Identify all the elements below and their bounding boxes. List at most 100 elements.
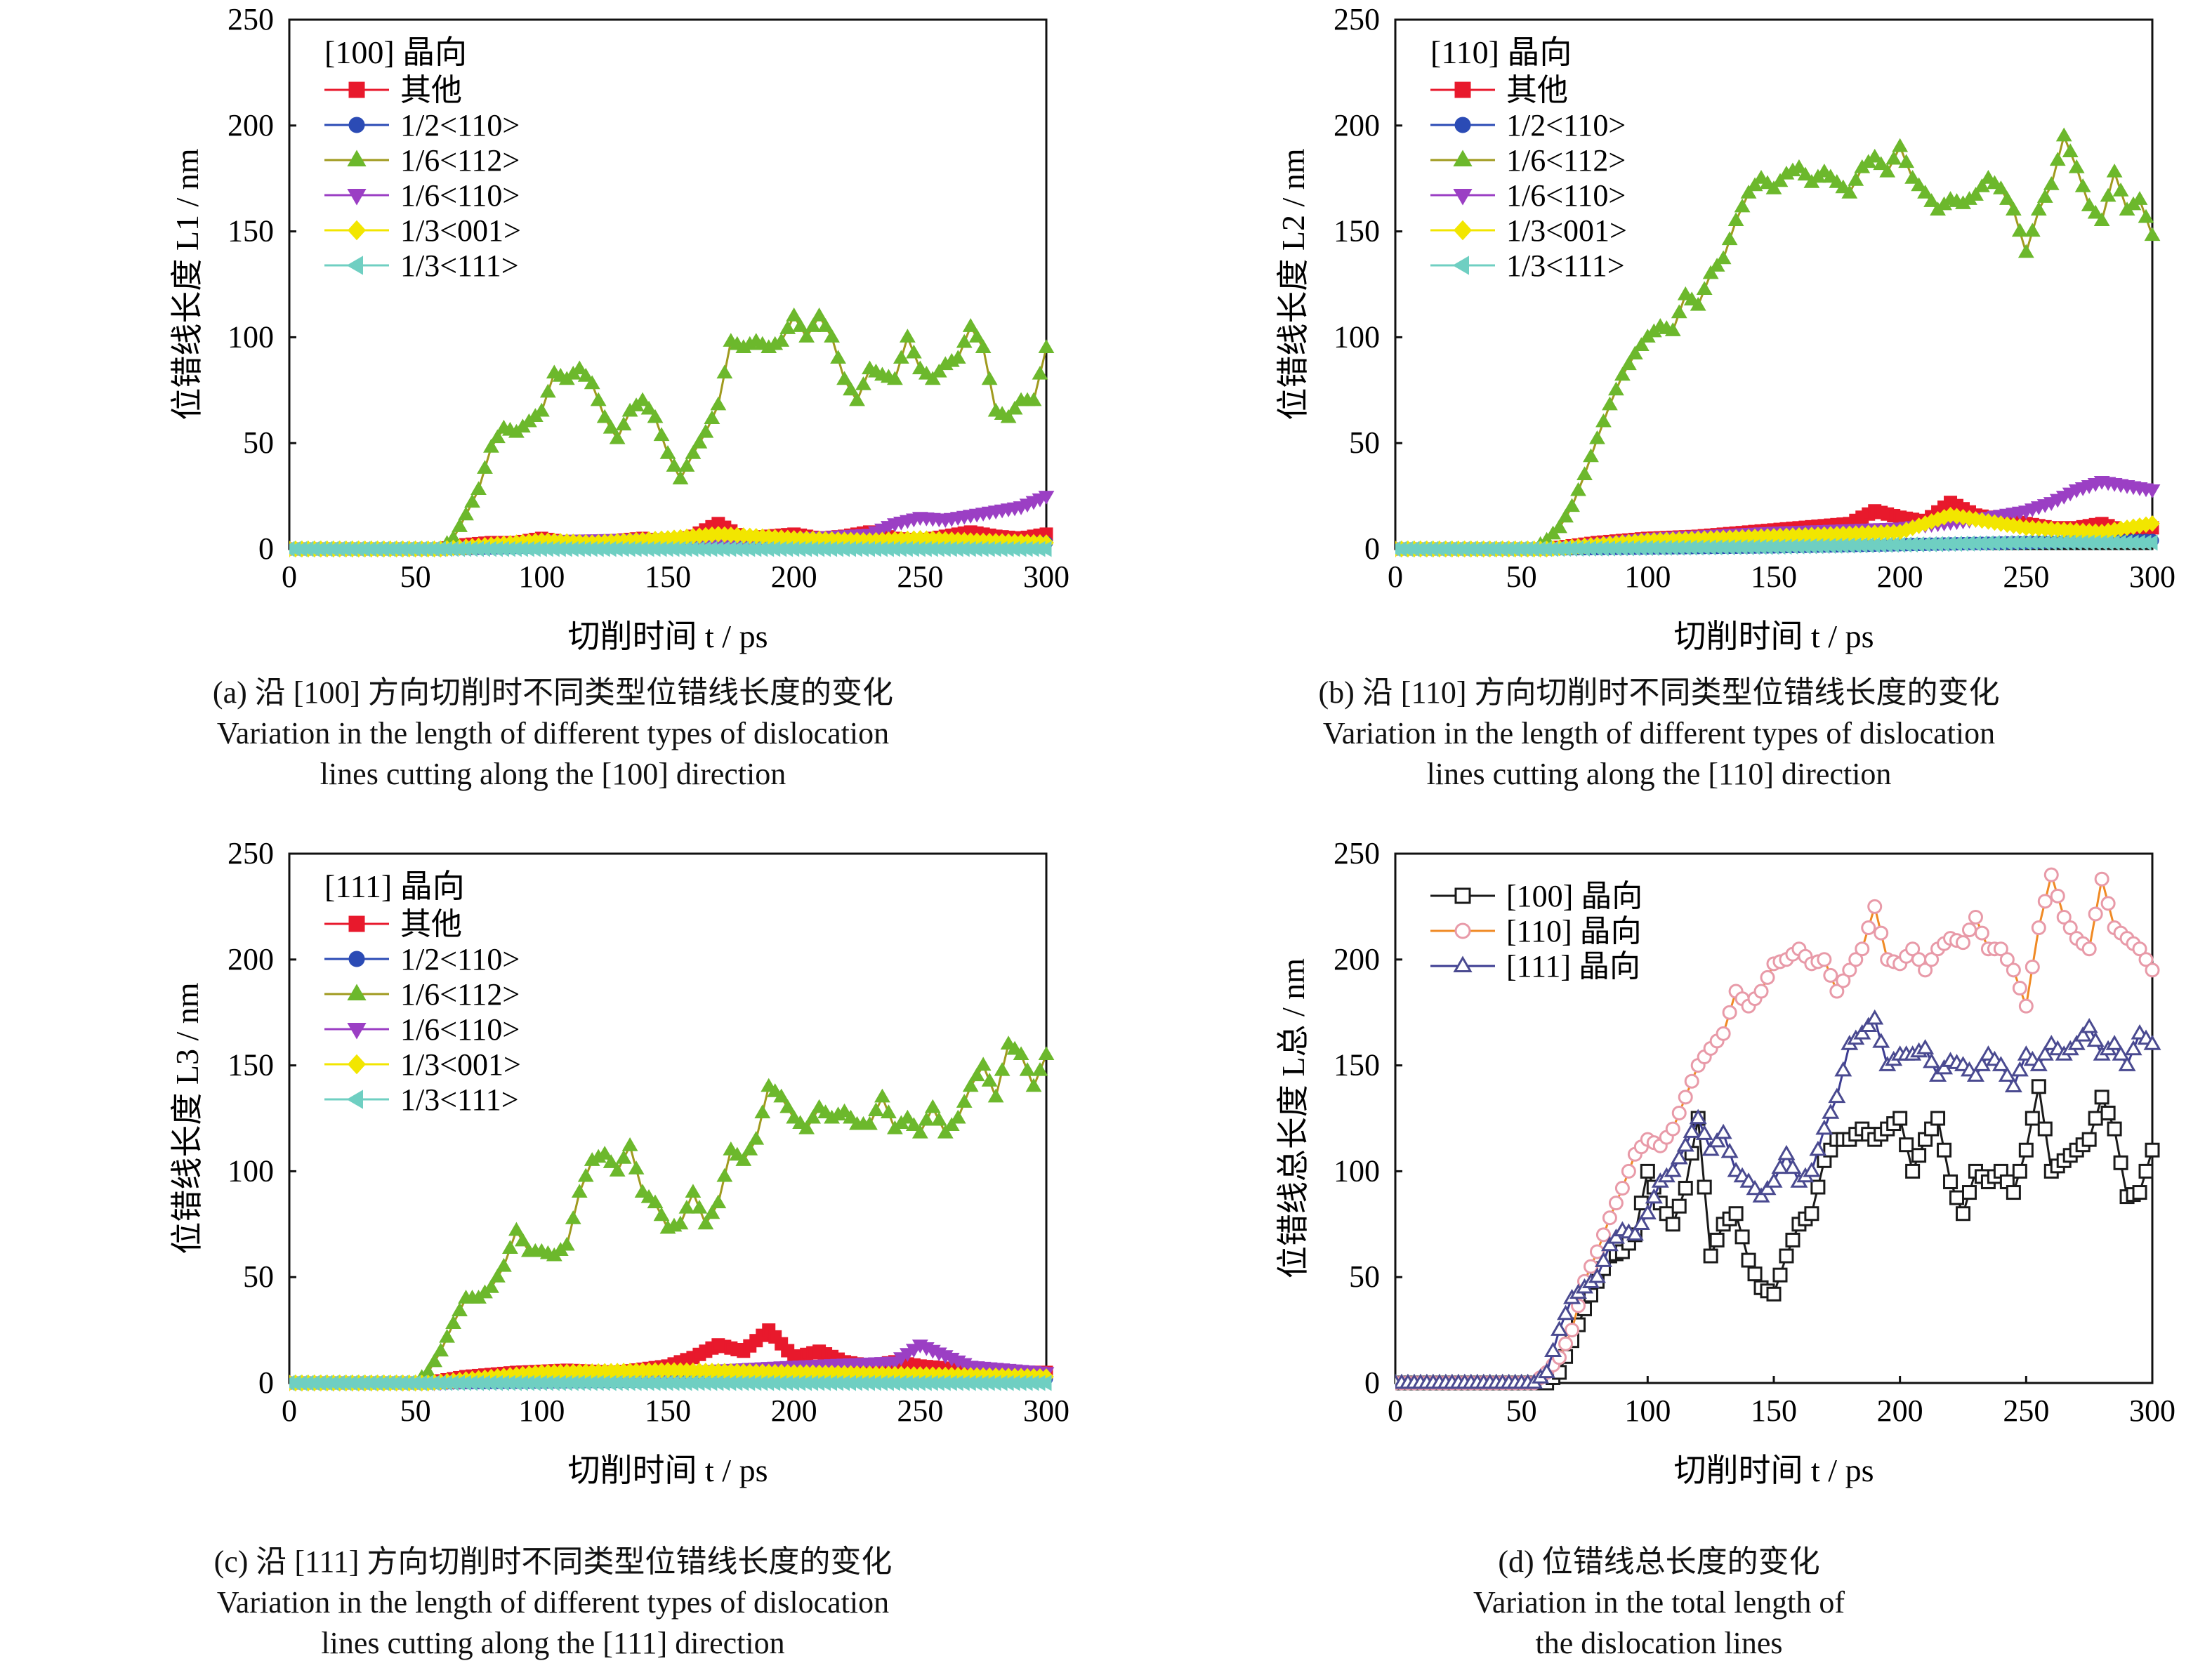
chart-d-point-total111 xyxy=(1689,1108,1707,1125)
chart-b-point-b16_112 xyxy=(1690,296,1706,311)
chart-b-ytick-label: 150 xyxy=(1334,214,1380,249)
chart-c-ytick-label: 200 xyxy=(228,942,274,977)
chart-a-legend-entry-b16_110: 1/6<110> xyxy=(400,178,520,213)
chart-d-point-total110 xyxy=(2056,909,2072,925)
chart-d-point-total111 xyxy=(2118,1056,2136,1071)
chart-d-point-total111 xyxy=(1935,1059,1954,1075)
panel-d: 0 50 100 150 200 250 300 0 50 100 150 200 250 切削时间 t … xyxy=(1106,834,2212,1668)
chart-b-point-b16_112 xyxy=(1570,482,1586,496)
chart-d-xtick-label: 150 xyxy=(1751,1394,1797,1428)
chart-d-point-total111 xyxy=(1752,1187,1770,1203)
chart-a-point-b16_112 xyxy=(956,333,973,348)
chart-d-point-total111 xyxy=(1538,1363,1556,1379)
chart-a-point-b16_112 xyxy=(975,339,992,353)
chart-d-point-total100 xyxy=(1728,1206,1744,1222)
chart-a-point-b16_112 xyxy=(798,329,815,343)
chart-d-point-total100 xyxy=(2113,1155,2128,1170)
chart-c-xlabel: 切削时间 t / ps xyxy=(568,1452,768,1488)
chart-c-point-b16_112 xyxy=(956,1094,973,1108)
chart-c-point-b16_112 xyxy=(603,1154,619,1168)
chart-c-legend: [111] 晶向其他1/2<110>1/6<112>1/6<110>1/3<00… xyxy=(324,868,521,1117)
chart-d-point-total100 xyxy=(2031,1079,2046,1094)
chart-d-point-total110 xyxy=(1874,925,1889,941)
chart-b-legend-marker-other xyxy=(1454,81,1471,98)
chart-a-legend-marker-b12_110 xyxy=(348,117,365,133)
chart-d-point-total111 xyxy=(1607,1229,1625,1244)
chart-c-xtick-label: 200 xyxy=(771,1394,817,1428)
chart-d-point-total110 xyxy=(1956,935,1970,951)
chart-a-legend-title: [100] 晶向 xyxy=(324,34,467,70)
chart-d-point-total110 xyxy=(2043,867,2059,882)
chart-d-point-total111 xyxy=(1765,1172,1783,1188)
chart-c-point-b16_112 xyxy=(502,1240,518,1254)
chart-a-ytick-label: 0 xyxy=(258,531,274,566)
chart-b-point-b16_112 xyxy=(1848,172,1864,186)
chart-d-point-total100 xyxy=(1703,1248,1718,1264)
chart-a-point-b16_112 xyxy=(830,350,846,364)
chart-c-point-b16_112 xyxy=(565,1210,581,1224)
chart-d-point-total111 xyxy=(2067,1035,2086,1050)
chart-d-svg: 0 50 100 150 200 250 300 0 50 100 150 200 250 切削时间 t … xyxy=(1275,836,2175,1488)
chart-a-ytick-label: 150 xyxy=(228,214,274,249)
chart-d-legend-marker-total110 xyxy=(1454,922,1471,939)
chart-d-legend-entry-total100: [100] 晶向 xyxy=(1506,879,1642,913)
chart-b-point-b16_112 xyxy=(2100,187,2116,202)
chart-d-point-total100 xyxy=(1949,1190,1965,1205)
chart-d-point-total110 xyxy=(1861,920,1876,936)
chart-a-point-b16_112 xyxy=(1000,409,1017,423)
chart-c-series-b16_112 xyxy=(289,1035,1055,1389)
chart-a-point-b16_112 xyxy=(464,494,480,508)
chart-c-point-b16_112 xyxy=(716,1167,733,1182)
chart-b-xtick-label: 300 xyxy=(2129,560,2175,594)
chart-d-point-total111 xyxy=(2112,1045,2130,1061)
chart-d-point-total110 xyxy=(1823,967,1838,983)
chart-d-point-total110 xyxy=(1855,941,1870,957)
chart-d-point-total111 xyxy=(1720,1142,1739,1158)
chart-d-point-total100 xyxy=(2006,1185,2021,1200)
chart-d-point-total111 xyxy=(1815,1119,1834,1135)
chart-b-point-b16_112 xyxy=(1980,170,1996,184)
chart-c-legend-entry-b16_110: 1/6<110> xyxy=(400,1012,520,1047)
chart-b-point-b16_112 xyxy=(1999,191,2015,205)
chart-b-point-b16_112 xyxy=(1715,250,1732,265)
chart-a-legend-marker-b16_110 xyxy=(347,189,367,206)
chart-d-xtick-label: 100 xyxy=(1624,1394,1671,1428)
chart-c-point-b16_112 xyxy=(748,1130,765,1145)
chart-b-legend-marker-b12_110 xyxy=(1454,117,1471,133)
chart-d-point-total111 xyxy=(1638,1204,1657,1219)
chart-c-point-b16_112 xyxy=(930,1111,947,1126)
chart-a-point-b16_112 xyxy=(452,518,468,532)
chart-b-xtick-label: 50 xyxy=(1506,560,1537,594)
chart-a-point-b16_112 xyxy=(849,392,865,406)
chart-c-point-b16_112 xyxy=(994,1061,1010,1076)
chart-b-point-b16_112 xyxy=(1987,175,2003,190)
chart-d-point-total110 xyxy=(1614,1181,1630,1196)
chart-a-point-b16_112 xyxy=(603,419,619,434)
caption-c-en: Variation in the length of different typ… xyxy=(216,1585,890,1620)
chart-a-legend: [100] 晶向其他1/2<110>1/6<112>1/6<110>1/3<00… xyxy=(324,34,521,283)
chart-b-point-b16_112 xyxy=(1904,170,1921,184)
chart-d-point-total100 xyxy=(2081,1132,2097,1147)
chart-c-ylabel: 位错线长度 L3 / nm xyxy=(169,982,205,1254)
chart-d-point-total110 xyxy=(1684,1073,1699,1089)
chart-c-point-b16_112 xyxy=(558,1236,575,1251)
chart-d-point-total110 xyxy=(1716,1026,1731,1041)
chart-d-point-total111 xyxy=(1853,1024,1871,1040)
chart-b-point-b16_112 xyxy=(1727,212,1744,227)
chart-d-point-total111 xyxy=(1822,1104,1840,1119)
chart-b-point-b16_112 xyxy=(2024,223,2041,237)
chart-c-point-b16_112 xyxy=(761,1078,777,1092)
chart-a-point-b13_111 xyxy=(1037,541,1052,557)
chart-d-point-total111 xyxy=(1777,1144,1796,1160)
chart-a-point-b16_112 xyxy=(470,481,487,496)
chart-b-point-b16_112 xyxy=(1620,356,1637,371)
chart-a-legend-marker-other xyxy=(348,81,365,98)
chart-d-xtick-label: 250 xyxy=(2003,1394,2049,1428)
chart-a-point-b16_112 xyxy=(792,318,809,332)
chart-d-point-total111 xyxy=(1664,1162,1682,1177)
chart-d-point-total110 xyxy=(1753,984,1769,999)
chart-c-point-b16_112 xyxy=(1038,1046,1055,1061)
chart-b-legend-entry-b16_112: 1/6<112> xyxy=(1506,143,1626,178)
chart-b-point-b16_112 xyxy=(1626,345,1643,360)
chart-a-ytick-label: 200 xyxy=(228,108,274,143)
